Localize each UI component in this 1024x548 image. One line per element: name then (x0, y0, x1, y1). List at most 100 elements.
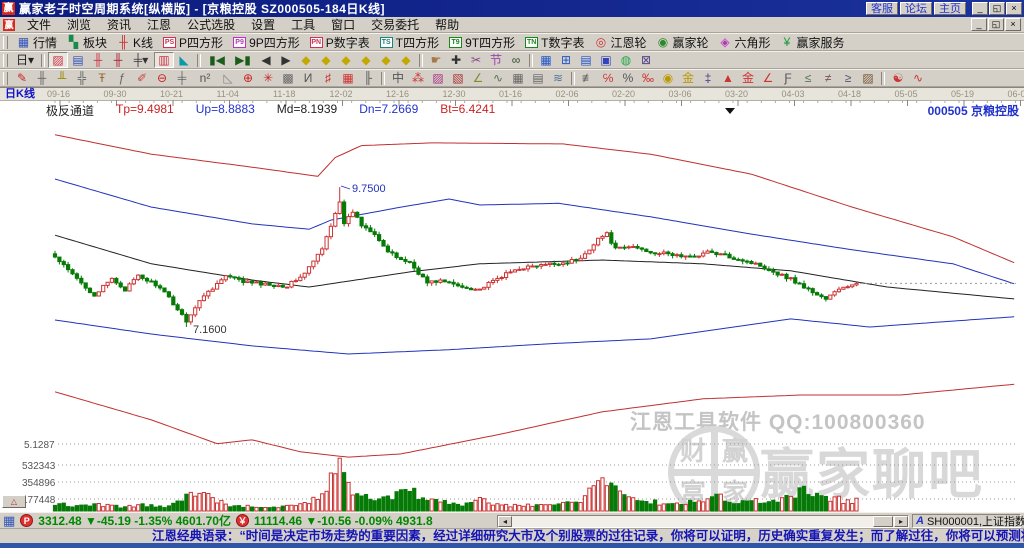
gold-triangle-tool[interactable]: ▲ (718, 70, 738, 86)
candlestick-chart[interactable]: 5.1287 532343 354896 177448 9.7500 7.1600 (0, 100, 1024, 513)
waves-tool[interactable]: ≋ (548, 70, 568, 86)
menu-item[interactable]: 资讯 (107, 18, 132, 32)
neq-tool[interactable]: ≠ (818, 70, 838, 86)
quote-grid-icon[interactable]: ▦ (3, 512, 16, 528)
gann-grid-tool-3[interactable]: ╬ (72, 70, 92, 86)
table-grid-tool[interactable]: ▦ (338, 70, 358, 86)
draw-pen-tool[interactable]: ✎ (12, 70, 32, 86)
fib-tool[interactable]: ƒ (112, 70, 132, 86)
ladder-tool[interactable]: ╟ (358, 70, 378, 86)
gann-grid-tool-2[interactable]: ╨ (52, 70, 72, 86)
calendar-button[interactable]: ▦ (536, 52, 556, 68)
menu-item[interactable]: 交易委托 (371, 18, 420, 32)
toolbar-grip[interactable] (3, 71, 8, 85)
child-minimize-button[interactable]: _ (971, 18, 987, 31)
step-forward-button[interactable]: ▶ (276, 52, 296, 68)
9t-square-button[interactable]: T9 9T四方形 (444, 34, 520, 50)
draw-pencil-tool[interactable]: ✐ (132, 70, 152, 86)
winner-wheel-button[interactable]: ◉ 赢家轮 (651, 34, 713, 50)
export-button[interactable]: ⊠ (636, 52, 656, 68)
shade-tool-3[interactable]: ▨ (858, 70, 878, 86)
save-button[interactable]: ▣ (596, 52, 616, 68)
center-line-tool[interactable]: 中 (388, 70, 408, 86)
hexagon-button[interactable]: ◈ 六角形 (714, 34, 776, 50)
box-shade-tool-2[interactable]: ▧ (448, 70, 468, 86)
percent-tool-2[interactable]: % (618, 70, 638, 86)
menu-item[interactable]: 文件 (27, 18, 52, 32)
candle-style-dropdown[interactable]: ╪▾ (128, 52, 154, 68)
goto-first-button[interactable]: ▮◀ (204, 52, 230, 68)
n-square-tool[interactable]: n² (192, 70, 218, 86)
percent-tool-1[interactable]: ℅ (598, 70, 618, 86)
grid-fill-tool[interactable]: ▦ (508, 70, 528, 86)
menu-item[interactable]: 江恩 (147, 18, 172, 32)
angle-line-tool[interactable]: ∠ (468, 70, 488, 86)
star-tool[interactable]: ✳ (258, 70, 278, 86)
menu-item[interactable]: 窗口 (331, 18, 356, 32)
zigzag-line-tool[interactable]: ∿ (488, 70, 508, 86)
ray-fan-tool[interactable]: ⁂ (408, 70, 428, 86)
cycle-band-tool[interactable]: 节 (486, 52, 506, 68)
scroll-right-button[interactable]: ▸ (894, 516, 908, 527)
step-back-button[interactable]: ◀ (256, 52, 276, 68)
circle-minus-tool[interactable]: ⊖ (152, 70, 172, 86)
alert-triangle-button[interactable]: △ (2, 495, 26, 508)
gann-diamond-2[interactable]: ◆ (316, 52, 336, 68)
gann-diamond-1[interactable]: ◆ (296, 52, 316, 68)
zigzag-overlay-toggle[interactable]: ▨ (48, 52, 68, 68)
gann-diamond-5[interactable]: ◆ (376, 52, 396, 68)
panel-tool[interactable]: ▤ (528, 70, 548, 86)
add-marker-tool[interactable]: ✚ (446, 52, 466, 68)
scissors-tool[interactable]: ✂ (466, 52, 486, 68)
info-panel-button[interactable]: ▤ (68, 52, 88, 68)
permille-tool[interactable]: ‰ (638, 70, 658, 86)
network-save-button[interactable]: ◍ (616, 52, 636, 68)
menu-item[interactable]: 浏览 (67, 18, 92, 32)
titlebar-link-button[interactable]: 主页 (934, 2, 966, 15)
gann-diamond-3[interactable]: ◆ (336, 52, 356, 68)
toolbar-grip[interactable] (3, 35, 8, 49)
kline-color-toggle[interactable]: ▥ (154, 52, 174, 68)
t-number-table-button[interactable]: TN T数字表 (520, 34, 589, 50)
current-index-box[interactable]: A SH000001,上证指数 (912, 514, 1024, 528)
menu-item[interactable]: 帮助 (435, 18, 460, 32)
gte-tool[interactable]: ≥ (838, 70, 858, 86)
toolbar-grip[interactable] (3, 53, 8, 67)
child-close-button[interactable]: × (1005, 18, 1021, 31)
sector-board-button[interactable]: ▚ 板块 (62, 34, 112, 50)
grid-tool-4[interactable]: ╪ (172, 70, 192, 86)
9p-square-button[interactable]: P9 9P四方形 (228, 34, 305, 50)
kline-button[interactable]: ╫ K线 (112, 34, 158, 50)
gann-diamond-4[interactable]: ◆ (356, 52, 376, 68)
wave-mark-tool[interactable]: И (298, 70, 318, 86)
angle-f-tool[interactable]: ∠ (758, 70, 778, 86)
double-dagger-tool[interactable]: ‡ (698, 70, 718, 86)
title-bar[interactable]: 赢 赢家老子时空周期系统[纵横版] - [京粮控股 SZ000505-184日K… (0, 0, 1024, 17)
magnifier-tool[interactable]: ∞ (506, 52, 526, 68)
kline-pattern-1[interactable]: ╫ (88, 52, 108, 68)
child-restore-button[interactable]: ◱ (988, 18, 1004, 31)
wave-cycle-tool[interactable]: ∿ (908, 70, 928, 86)
paint-mode-button[interactable]: ◣ (174, 52, 194, 68)
lte-tool[interactable]: ≤ (798, 70, 818, 86)
period-day-selector[interactable]: 日▾ (12, 52, 38, 68)
scroll-left-button[interactable]: ◂ (498, 516, 512, 527)
goto-last-button[interactable]: ▶▮ (230, 52, 256, 68)
kline-pattern-2[interactable]: ╫ (108, 52, 128, 68)
yinyang-tool[interactable]: ☯ (888, 70, 908, 86)
calculator-button[interactable]: ⊞ (556, 52, 576, 68)
gold-circle-tool[interactable]: ◉ (658, 70, 678, 86)
gold-section-tool-2[interactable]: 金 (738, 70, 758, 86)
band-tool[interactable]: ♯ (318, 70, 338, 86)
gann-diamond-6[interactable]: ◆ (396, 52, 416, 68)
menu-item[interactable]: 工具 (291, 18, 316, 32)
notes-button[interactable]: ▤ (576, 52, 596, 68)
gann-wheel-button[interactable]: ◎ 江恩轮 (589, 34, 651, 50)
chart-horizontal-scrollbar[interactable]: ◂ ▸ (497, 515, 909, 528)
p-square-button[interactable]: PS P四方形 (158, 34, 228, 50)
shade-grid-tool[interactable]: ▩ (278, 70, 298, 86)
restore-button[interactable]: ◱ (989, 2, 1005, 15)
minimize-button[interactable]: _ (972, 2, 988, 15)
box-shade-tool-1[interactable]: ▨ (428, 70, 448, 86)
menu-item[interactable]: 公式选股 (187, 18, 236, 32)
